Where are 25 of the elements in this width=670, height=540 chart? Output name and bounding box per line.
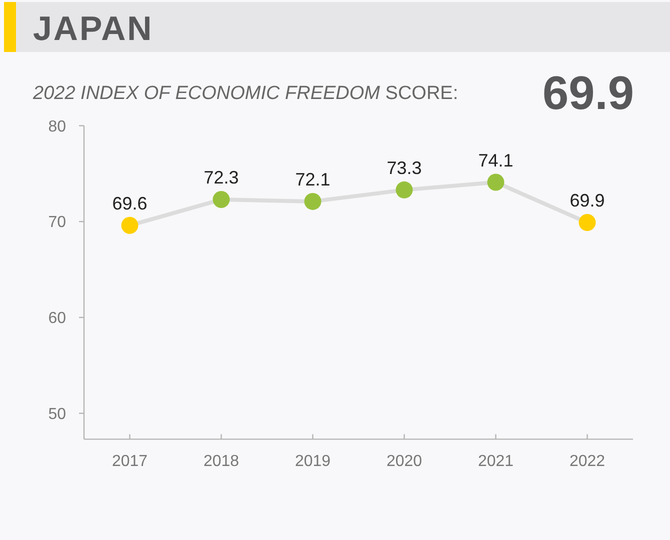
data-label: 69.6 — [112, 193, 148, 214]
point — [304, 192, 322, 210]
data-label: 74.1 — [478, 150, 514, 170]
point — [396, 181, 413, 198]
point — [578, 214, 596, 232]
x-tick-label: 2020 — [386, 453, 422, 470]
x-tick-label: 2018 — [203, 453, 240, 470]
data-label: 69.9 — [570, 190, 605, 211]
point — [212, 191, 230, 208]
text: 69.9 — [542, 66, 634, 119]
data-label: 72.1 — [295, 169, 330, 190]
point — [121, 216, 138, 234]
y-tick-label: 70 — [48, 214, 66, 232]
y-tick-label: 50 — [48, 406, 66, 423]
chart-title: JAPAN — [33, 10, 154, 48]
x-tick-label: 2019 — [294, 453, 331, 470]
y-tick-label: 80 — [48, 118, 66, 136]
x-tick-label: 2022 — [569, 453, 606, 470]
chart-subtitle: 2022 INDEX OF ECONOMIC FREEDOM SCORE: — [32, 83, 458, 104]
data-label: 72.3 — [204, 168, 239, 188]
data-label: 73.3 — [386, 158, 422, 178]
x-tick-label: 2021 — [478, 453, 514, 470]
y-tick-label: 60 — [48, 310, 66, 328]
point — [487, 174, 504, 191]
x-tick-label: 2017 — [112, 453, 148, 470]
